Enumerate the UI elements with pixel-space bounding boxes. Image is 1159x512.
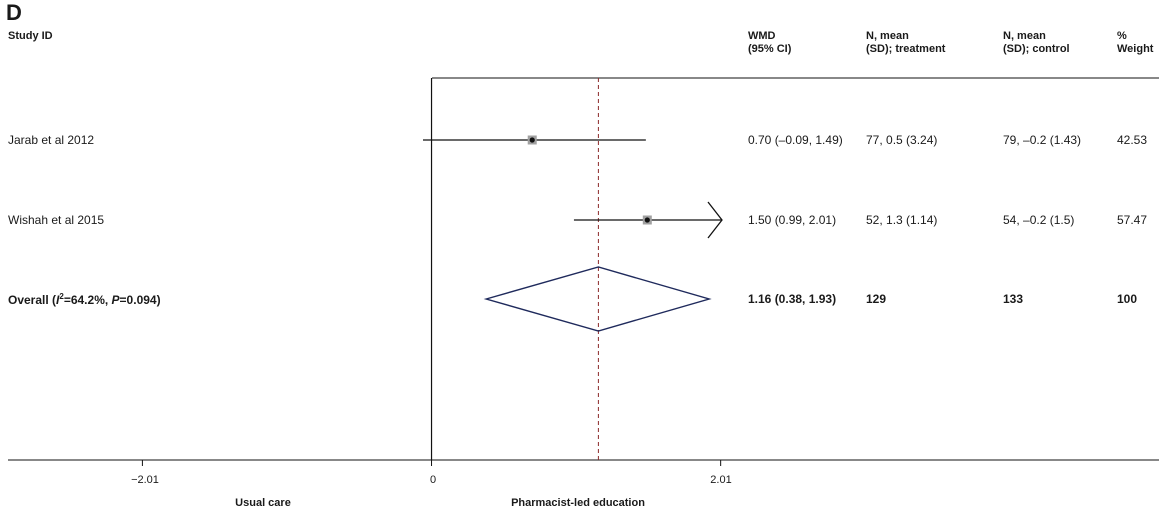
overall-diamond — [483, 266, 712, 332]
study-wmd: 1.50 (0.99, 2.01) — [748, 213, 837, 227]
overall-label: Overall (I2=64.2%, P=0.094) — [8, 292, 161, 307]
favours-right-label: Pharmacist-led education — [511, 497, 645, 509]
point-estimate — [644, 217, 650, 223]
ci-arrow — [707, 201, 723, 239]
header-study: Study ID — [8, 30, 53, 42]
favours-left-label: Usual care — [235, 497, 291, 509]
x-tick-label: 2.01 — [710, 474, 732, 486]
header-wmd: WMD (95% CI) — [748, 30, 792, 55]
study-control: 54, –0.2 (1.5) — [1003, 213, 1075, 227]
header-control: N, mean (SD); control — [1003, 30, 1070, 55]
point-estimate — [529, 137, 535, 143]
header-weight: % Weight — [1117, 30, 1154, 55]
study-wmd: 0.70 (–0.09, 1.49) — [748, 133, 843, 147]
study-control: 79, –0.2 (1.43) — [1003, 133, 1082, 147]
study-weight: 57.47 — [1117, 213, 1148, 227]
study-name: Wishah et al 2015 — [8, 213, 105, 227]
overall-weight: 100 — [1117, 292, 1138, 306]
x-tick-label: −2.01 — [131, 474, 159, 486]
x-tick-label: 0 — [429, 474, 437, 486]
study-name: Jarab et al 2012 — [8, 133, 95, 147]
study-treatment: 52, 1.3 (1.14) — [866, 213, 938, 227]
overall-wmd: 1.16 (0.38, 1.93) — [748, 292, 837, 306]
study-treatment: 77, 0.5 (3.24) — [866, 133, 938, 147]
overall-control: 133 — [1003, 292, 1024, 306]
panel-label: D — [6, 0, 22, 25]
overall-treatment: 129 — [866, 292, 887, 306]
study-weight: 42.53 — [1117, 133, 1148, 147]
header-treatment: N, mean (SD); treatment — [866, 30, 946, 55]
